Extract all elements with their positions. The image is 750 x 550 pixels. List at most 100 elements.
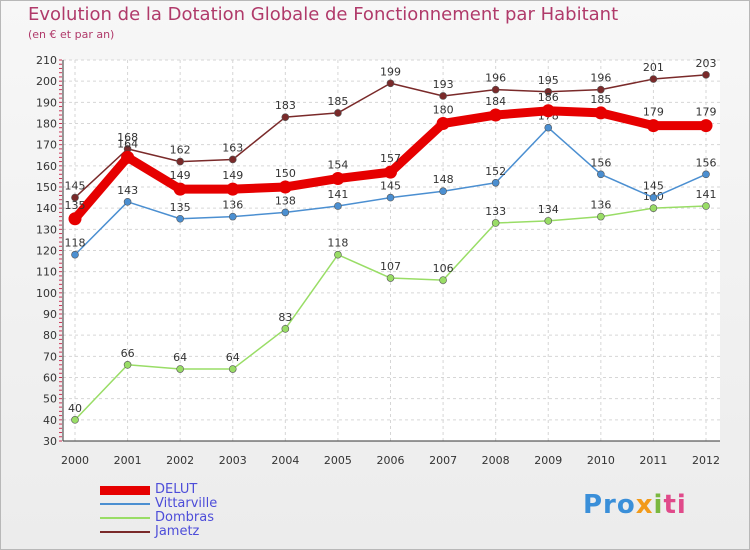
data-label-delut: 179 — [643, 106, 664, 119]
data-point-jametz — [71, 193, 79, 202]
y-tick-label: 180 — [36, 118, 57, 131]
data-point-dombras — [71, 416, 79, 424]
data-label-jametz: 201 — [643, 61, 664, 74]
x-tick-label: 2011 — [639, 454, 667, 467]
data-label-dombras: 83 — [278, 311, 292, 324]
x-tick-label: 2010 — [587, 454, 615, 467]
data-point-vittarville — [228, 212, 237, 221]
data-label-vittarville: 145 — [380, 180, 401, 193]
data-point-dombras — [123, 360, 132, 369]
y-tick-label: 110 — [36, 266, 57, 279]
data-point-dombras — [491, 219, 500, 227]
legend-item-jametz: Jametz — [100, 524, 300, 540]
data-point-dombras — [649, 204, 658, 212]
data-point-delut — [436, 117, 450, 130]
data-label-delut: 149 — [222, 169, 243, 182]
data-point-jametz — [491, 85, 500, 94]
legend-item-dombras: Dombras — [100, 510, 300, 526]
x-tick-label: 2006 — [377, 454, 405, 467]
y-tick-label: 120 — [36, 245, 57, 258]
legend-label-delut: DELUT — [155, 482, 198, 497]
data-label-delut: 150 — [275, 167, 296, 180]
data-point-jametz — [597, 85, 605, 94]
x-tick-label: 2003 — [219, 454, 247, 467]
y-tick-label: 80 — [43, 329, 57, 342]
data-label-delut: 184 — [485, 95, 506, 108]
data-label-jametz: 145 — [65, 180, 86, 193]
data-label-dombras: 118 — [327, 237, 348, 250]
y-tick-label: 140 — [36, 202, 57, 215]
data-label-delut: 157 — [380, 152, 401, 165]
y-tick-label: 160 — [36, 160, 57, 173]
y-tick-label: 30 — [43, 435, 57, 448]
x-tick-label: 2000 — [61, 454, 89, 467]
y-tick-label: 60 — [43, 372, 57, 385]
y-tick-label: 150 — [36, 181, 57, 194]
data-label-vittarville: 152 — [485, 165, 506, 178]
x-tick-label: 2005 — [324, 454, 352, 467]
data-label-dombras: 64 — [226, 351, 240, 364]
data-label-dombras: 40 — [68, 402, 82, 415]
data-point-jametz — [439, 92, 447, 100]
data-label-vittarville: 143 — [117, 184, 138, 197]
data-label-jametz: 195 — [538, 74, 559, 87]
data-label-dombras: 106 — [433, 262, 454, 275]
legend-swatch-vittarville — [100, 503, 150, 505]
legend-label-jametz: Jametz — [155, 524, 200, 539]
data-label-vittarville: 148 — [433, 173, 454, 186]
x-tick-label: 2001 — [114, 454, 142, 467]
data-label-vittarville: 138 — [275, 194, 296, 207]
y-tick-label: 40 — [43, 414, 57, 427]
data-label-vittarville: 135 — [170, 201, 191, 214]
data-point-vittarville — [491, 178, 500, 187]
data-point-vittarville — [702, 170, 710, 179]
data-point-delut — [68, 212, 82, 226]
legend: DELUT Vittarville Dombras Jametz — [100, 482, 300, 540]
legend-label-dombras: Dombras — [155, 510, 214, 525]
data-point-delut — [594, 106, 608, 120]
data-label-jametz: 196 — [590, 72, 611, 85]
proxiti-logo: Proxiti — [583, 490, 687, 520]
data-label-jametz: 162 — [170, 144, 191, 157]
data-point-vittarville — [439, 187, 447, 196]
data-point-vittarville — [334, 202, 342, 210]
legend-swatch-delut — [100, 486, 150, 495]
data-label-delut: 186 — [538, 91, 559, 104]
data-label-jametz: 168 — [117, 131, 138, 144]
data-label-jametz: 199 — [380, 65, 401, 78]
data-point-vittarville — [281, 208, 290, 217]
data-point-dombras — [176, 365, 184, 373]
data-label-vittarville: 118 — [65, 237, 86, 250]
data-label-jametz: 163 — [222, 141, 243, 154]
data-label-jametz: 203 — [696, 57, 717, 70]
y-tick-label: 170 — [36, 139, 57, 152]
chart-title: Evolution de la Dotation Globale de Fonc… — [28, 4, 619, 25]
data-point-dombras — [334, 250, 342, 259]
x-tick-label: 2009 — [534, 454, 562, 467]
data-point-dombras — [702, 202, 710, 210]
data-point-delut — [541, 104, 555, 118]
x-tick-label: 2007 — [429, 454, 457, 467]
data-label-dombras: 141 — [696, 188, 717, 201]
legend-label-vittarville: Vittarville — [155, 496, 218, 511]
data-point-delut — [646, 119, 660, 133]
data-point-dombras — [544, 217, 553, 225]
legend-item-delut: DELUT — [100, 482, 300, 498]
x-tick-label: 2012 — [692, 454, 720, 467]
data-point-jametz — [544, 87, 553, 96]
y-tick-label: 210 — [36, 54, 57, 67]
data-label-jametz: 185 — [327, 95, 348, 108]
legend-swatch-jametz — [100, 531, 150, 533]
data-point-jametz — [281, 113, 290, 121]
data-label-delut: 135 — [65, 199, 86, 212]
data-point-vittarville — [176, 214, 184, 223]
data-point-delut — [226, 182, 240, 196]
data-point-delut — [699, 119, 713, 133]
data-label-delut: 149 — [170, 169, 191, 182]
y-tick-label: 90 — [43, 308, 57, 321]
data-label-delut: 179 — [696, 106, 717, 119]
y-tick-label: 50 — [43, 393, 57, 406]
data-label-jametz: 183 — [275, 99, 296, 112]
data-point-vittarville — [123, 198, 132, 206]
data-label-dombras: 136 — [590, 199, 611, 212]
